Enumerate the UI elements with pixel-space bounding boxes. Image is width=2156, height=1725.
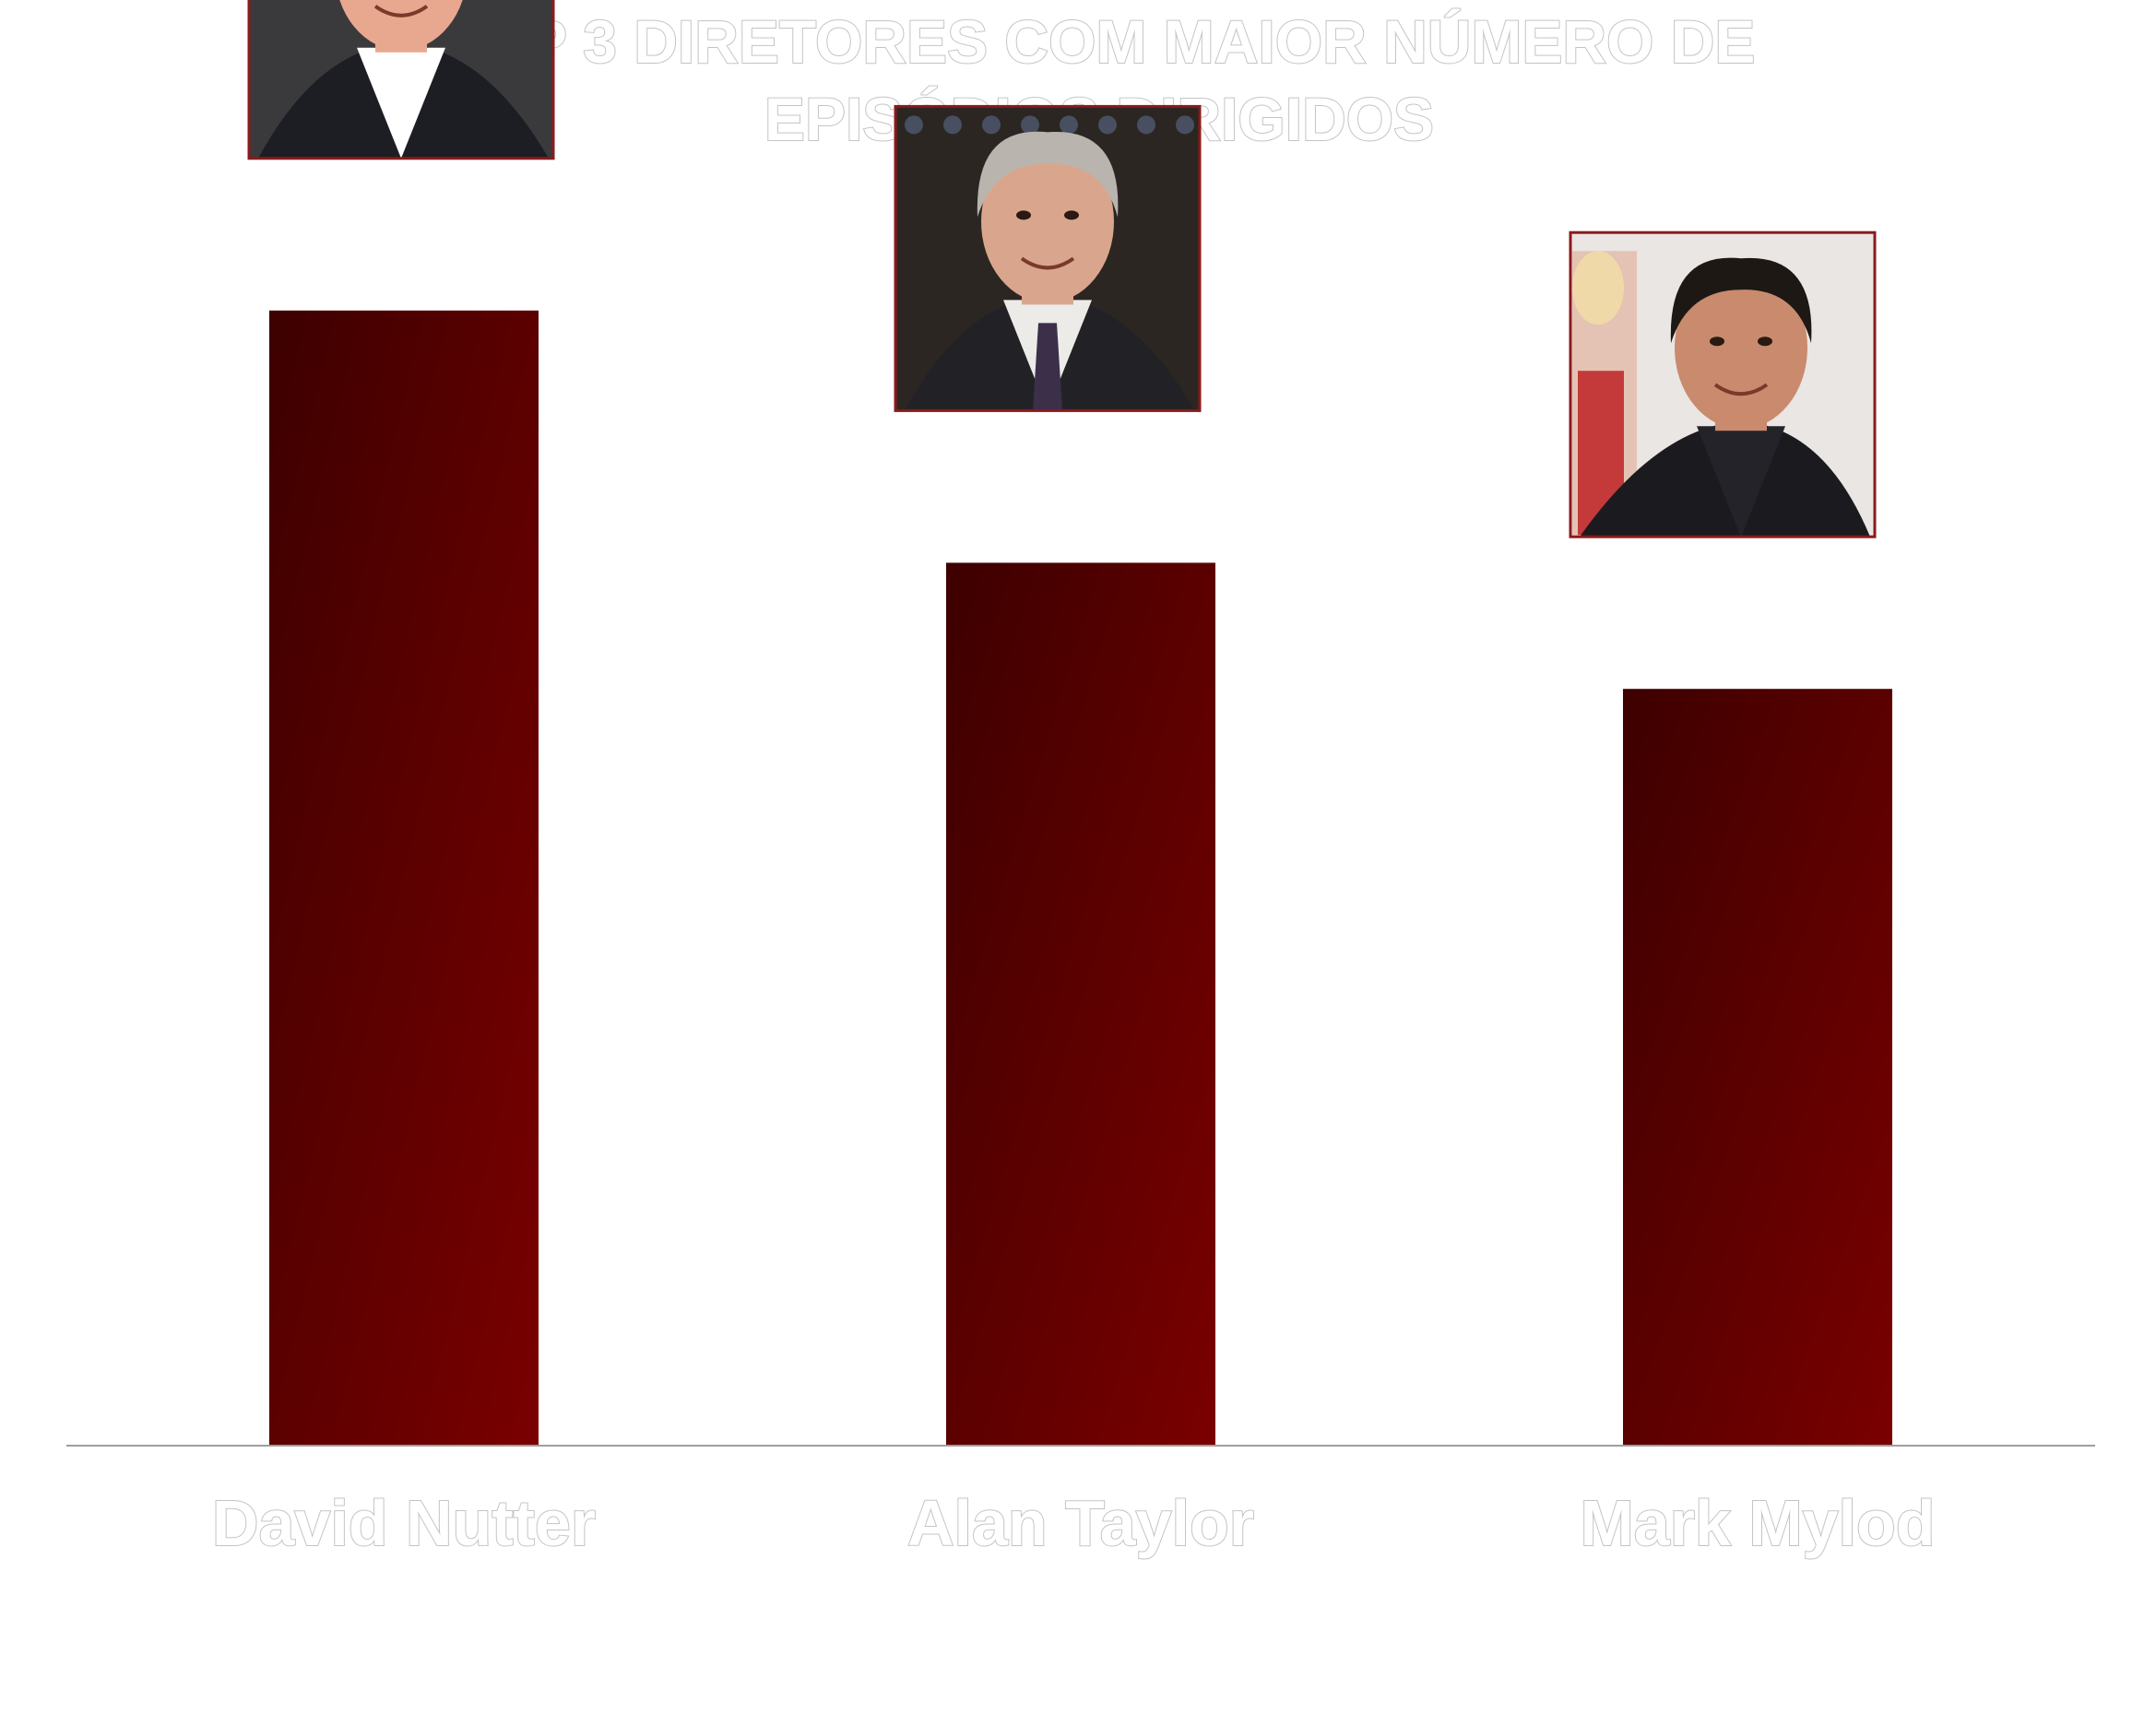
face bbox=[981, 140, 1114, 303]
mouth bbox=[373, 5, 429, 18]
bar-series bbox=[269, 310, 1892, 1446]
backdrop-light bbox=[1021, 115, 1039, 135]
eye bbox=[1016, 210, 1031, 220]
shirt bbox=[1697, 426, 1785, 538]
photo-mark-mylod bbox=[1569, 230, 1877, 538]
x-tick-label-alan-taylor: Alan Taylor bbox=[907, 1487, 1254, 1559]
face bbox=[339, 0, 463, 51]
photo-alan-taylor bbox=[894, 104, 1202, 412]
x-tick-label-mark-mylod: Mark Mylod bbox=[1580, 1487, 1935, 1559]
x-axis-labels: David Nutter Alan Taylor Mark Mylod bbox=[211, 1486, 1937, 1560]
backdrop-light bbox=[1060, 115, 1078, 135]
bar-mark-mylod bbox=[1623, 689, 1892, 1446]
backdrop-light bbox=[1098, 115, 1117, 135]
tie bbox=[1033, 323, 1062, 411]
photo-david-nutter bbox=[247, 0, 555, 160]
face bbox=[1675, 266, 1807, 430]
hair bbox=[1670, 257, 1812, 344]
photo-frame bbox=[1569, 230, 1877, 538]
backdrop-light bbox=[1137, 115, 1155, 135]
x-tick-label-david-nutter: David Nutter bbox=[212, 1487, 596, 1559]
director-photos bbox=[247, 0, 1877, 538]
eye bbox=[1758, 337, 1772, 347]
eye bbox=[1064, 210, 1079, 220]
hair bbox=[977, 131, 1119, 218]
eye bbox=[1710, 337, 1724, 347]
photo-frame bbox=[894, 104, 1202, 412]
chart-title-line-1: TOP 3 DIRETORES COM MAIOR NÚMERO DE bbox=[444, 7, 1756, 76]
backdrop-light bbox=[982, 115, 1001, 135]
backdrop-light bbox=[905, 115, 923, 135]
backdrop-light bbox=[943, 115, 962, 135]
bar-alan-taylor bbox=[946, 562, 1215, 1446]
mouth bbox=[1713, 383, 1769, 396]
backdrop-light bbox=[1176, 115, 1194, 135]
photo-frame bbox=[247, 0, 555, 160]
shirt bbox=[357, 47, 445, 159]
poster-figure-hair bbox=[1572, 251, 1624, 325]
bar-david-nutter bbox=[269, 310, 539, 1446]
mouth bbox=[1020, 256, 1075, 270]
